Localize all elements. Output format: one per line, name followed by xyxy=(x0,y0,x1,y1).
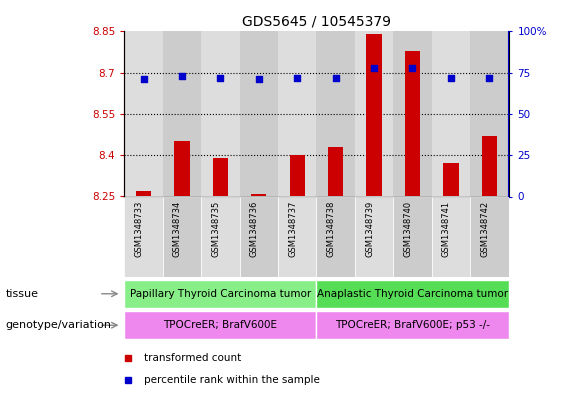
Text: GSM1348739: GSM1348739 xyxy=(365,200,374,257)
Text: TPOCreER; BrafV600E: TPOCreER; BrafV600E xyxy=(163,320,277,330)
Text: Papillary Thyroid Carcinoma tumor: Papillary Thyroid Carcinoma tumor xyxy=(130,289,311,299)
Bar xyxy=(470,196,508,277)
Bar xyxy=(136,191,151,196)
Bar xyxy=(174,141,190,196)
Bar xyxy=(278,196,316,277)
Point xyxy=(254,76,263,83)
Bar xyxy=(316,31,355,196)
Text: GSM1348741: GSM1348741 xyxy=(442,200,451,257)
Point xyxy=(446,75,455,81)
Bar xyxy=(328,147,344,196)
Point xyxy=(370,64,379,71)
Bar xyxy=(124,280,316,308)
Text: GSM1348742: GSM1348742 xyxy=(480,200,489,257)
Bar xyxy=(393,31,432,196)
Bar xyxy=(405,51,420,196)
Text: GSM1348736: GSM1348736 xyxy=(250,200,259,257)
Point xyxy=(293,75,302,81)
Bar xyxy=(124,311,316,339)
Bar xyxy=(316,196,355,277)
Point xyxy=(485,75,494,81)
Bar xyxy=(316,311,508,339)
Point xyxy=(177,73,186,79)
Bar xyxy=(432,31,470,196)
Bar xyxy=(443,163,459,196)
Point xyxy=(139,76,148,83)
Bar xyxy=(316,280,508,308)
Bar xyxy=(393,196,432,277)
Point xyxy=(331,75,340,81)
Text: GSM1348734: GSM1348734 xyxy=(173,200,182,257)
Bar xyxy=(124,196,163,277)
Point xyxy=(408,64,417,71)
Bar xyxy=(163,31,201,196)
Bar xyxy=(432,196,470,277)
Bar xyxy=(481,136,497,196)
Bar xyxy=(201,31,240,196)
Bar xyxy=(470,31,508,196)
Text: transformed count: transformed count xyxy=(144,353,241,363)
Text: Anaplastic Thyroid Carcinoma tumor: Anaplastic Thyroid Carcinoma tumor xyxy=(317,289,508,299)
Bar xyxy=(240,196,278,277)
Bar xyxy=(289,155,305,196)
Bar xyxy=(366,34,382,197)
Bar xyxy=(278,31,316,196)
Text: percentile rank within the sample: percentile rank within the sample xyxy=(144,375,319,385)
Text: GSM1348740: GSM1348740 xyxy=(403,200,412,257)
Bar xyxy=(124,31,163,196)
Text: tissue: tissue xyxy=(6,289,38,299)
Text: GSM1348737: GSM1348737 xyxy=(288,200,297,257)
Text: genotype/variation: genotype/variation xyxy=(6,320,112,330)
Bar xyxy=(251,194,267,196)
Point xyxy=(216,75,225,81)
Bar xyxy=(355,196,393,277)
Bar xyxy=(212,158,228,196)
Bar xyxy=(355,31,393,196)
Text: TPOCreER; BrafV600E; p53 -/-: TPOCreER; BrafV600E; p53 -/- xyxy=(335,320,490,330)
Text: GSM1348738: GSM1348738 xyxy=(327,200,336,257)
Bar xyxy=(240,31,278,196)
Bar xyxy=(201,196,240,277)
Text: GSM1348735: GSM1348735 xyxy=(211,200,220,257)
Title: GDS5645 / 10545379: GDS5645 / 10545379 xyxy=(242,15,391,29)
Text: GSM1348733: GSM1348733 xyxy=(134,200,144,257)
Bar xyxy=(163,196,201,277)
